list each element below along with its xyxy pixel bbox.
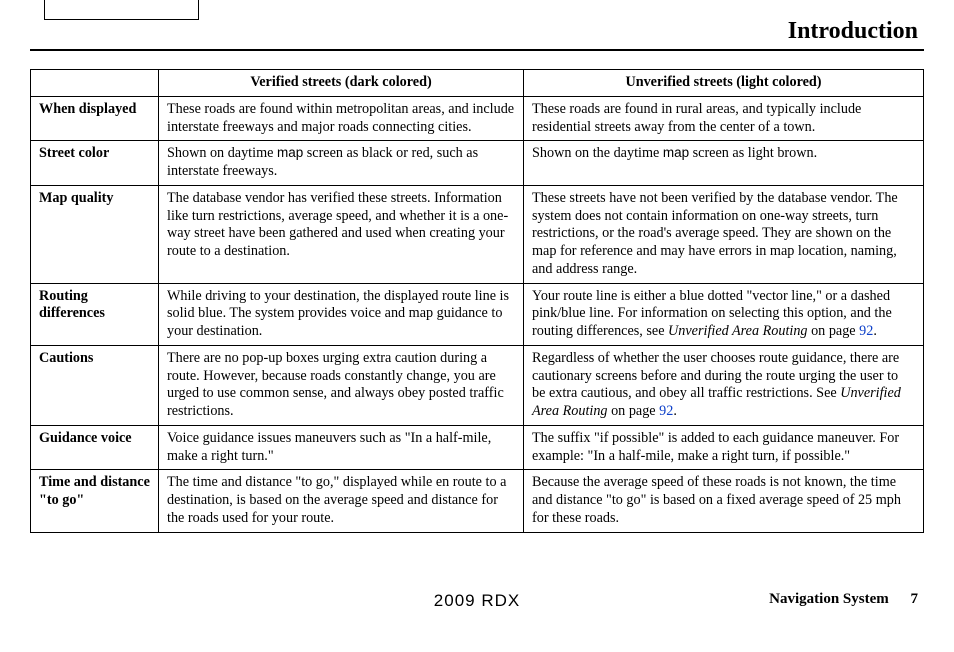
table-row: Routing differences While driving to you… [31, 283, 924, 345]
table-header-empty [31, 70, 159, 97]
text-fragment: screen as light brown. [689, 145, 817, 161]
text-fragment: Unverified Area Routing [668, 323, 807, 339]
page-reference-link[interactable]: 92 [659, 403, 673, 419]
table-row: Guidance voice Voice guidance issues man… [31, 425, 924, 470]
row-label-routing: Routing differences [31, 283, 159, 345]
cell-map-quality-unverified: These streets have not been verified by … [524, 185, 924, 283]
table-row: Street color Shown on daytime map screen… [31, 141, 924, 186]
title-rule [30, 49, 924, 51]
text-fragment: on page [608, 403, 660, 419]
text-fragment: . [873, 323, 877, 339]
cell-street-color-unverified: Shown on the daytime map screen as light… [524, 141, 924, 186]
page-title: Introduction [30, 18, 924, 49]
text-fragment: on page [808, 323, 860, 339]
comparison-table: Verified streets (dark colored) Unverifi… [30, 69, 924, 533]
cell-cautions-verified: There are no pop-up boxes urging extra c… [159, 345, 524, 425]
cell-when-displayed-unverified: These roads are found in rural areas, an… [524, 96, 924, 141]
cell-when-displayed-verified: These roads are found within metropolita… [159, 96, 524, 141]
footer-section-label: Navigation System [769, 591, 889, 607]
cell-routing-unverified: Your route line is either a blue dotted … [524, 283, 924, 345]
text-fragment: Shown on daytime [167, 145, 277, 161]
text-fragment: . [673, 403, 677, 419]
cell-routing-verified: While driving to your destination, the d… [159, 283, 524, 345]
page-footer: 2009 RDX Navigation System 7 [30, 591, 924, 615]
table-header-row: Verified streets (dark colored) Unverifi… [31, 70, 924, 97]
row-label-time: Time and distance "to go" [31, 470, 159, 532]
table-row: When displayed These roads are found wit… [31, 96, 924, 141]
table-header-unverified: Unverified streets (light colored) [524, 70, 924, 97]
cell-time-unverified: Because the average speed of these roads… [524, 470, 924, 532]
row-label-map-quality: Map quality [31, 185, 159, 283]
text-fragment: map [277, 145, 303, 160]
cell-street-color-verified: Shown on daytime map screen as black or … [159, 141, 524, 186]
cell-guidance-verified: Voice guidance issues maneuvers such as … [159, 425, 524, 470]
text-fragment: map [663, 145, 689, 160]
text-fragment: Shown on the daytime [532, 145, 663, 161]
table-row: Time and distance "to go" The time and d… [31, 470, 924, 532]
table-row: Map quality The database vendor has veri… [31, 185, 924, 283]
row-label-when-displayed: When displayed [31, 96, 159, 141]
footer-right: Navigation System 7 [769, 591, 918, 608]
header-decorative-box [44, 0, 199, 20]
footer-page-number: 7 [911, 591, 919, 607]
row-label-guidance: Guidance voice [31, 425, 159, 470]
cell-guidance-unverified: The suffix "if possible" is added to eac… [524, 425, 924, 470]
cell-time-verified: The time and distance "to go," displayed… [159, 470, 524, 532]
row-label-cautions: Cautions [31, 345, 159, 425]
table-header-verified: Verified streets (dark colored) [159, 70, 524, 97]
page-reference-link[interactable]: 92 [859, 323, 873, 339]
row-label-street-color: Street color [31, 141, 159, 186]
table-row: Cautions There are no pop-up boxes urgin… [31, 345, 924, 425]
cell-cautions-unverified: Regardless of whether the user chooses r… [524, 345, 924, 425]
cell-map-quality-verified: The database vendor has verified these s… [159, 185, 524, 283]
